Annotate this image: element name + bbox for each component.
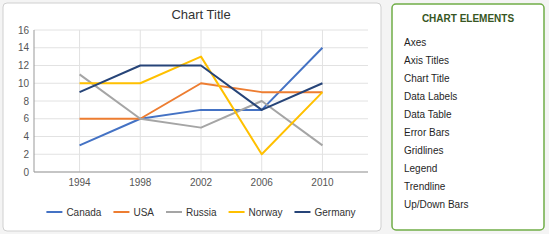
legend-swatch xyxy=(229,211,245,213)
y-grid-line xyxy=(34,172,368,173)
panel-item: Gridlines xyxy=(404,145,443,156)
chart-card xyxy=(3,3,381,231)
panel-item: Axes xyxy=(404,37,426,48)
series-line xyxy=(80,57,323,155)
y-tick-label: 14 xyxy=(18,42,30,53)
y-tick-label: 2 xyxy=(23,149,29,160)
x-grid-line xyxy=(201,30,202,172)
legend-item: Russia xyxy=(166,207,217,218)
panel-item: Trendline xyxy=(404,181,446,192)
series-group xyxy=(80,48,323,155)
panel-item: Error Bars xyxy=(404,127,450,138)
panel-item: Chart Title xyxy=(404,73,450,84)
panel-item: Axis Titles xyxy=(404,55,449,66)
legend: Canada USA Russia Norway Germany xyxy=(46,207,355,218)
y-tick-label: 6 xyxy=(23,113,29,124)
x-grid-line xyxy=(322,30,323,172)
panel-item: Data Labels xyxy=(404,91,457,102)
legend-item: Germany xyxy=(294,207,355,218)
y-axis-line xyxy=(34,30,35,172)
series-line xyxy=(80,66,323,110)
panel-item: Legend xyxy=(404,163,437,174)
legend-label: Germany xyxy=(314,207,355,218)
legend-label: USA xyxy=(133,207,154,218)
legend-label: Russia xyxy=(186,207,217,218)
x-tick-label: 1998 xyxy=(129,177,152,188)
x-grid-line xyxy=(79,30,80,172)
panel-item: Up/Down Bars xyxy=(404,199,468,210)
legend-label: Canada xyxy=(66,207,101,218)
panel-item: Data Table xyxy=(404,109,452,120)
x-tick-label: 2010 xyxy=(311,177,334,188)
x-grid-line xyxy=(140,30,141,172)
x-axis-line xyxy=(34,172,368,173)
x-tick-label: 2006 xyxy=(251,177,274,188)
y-tick-label: 12 xyxy=(18,60,30,71)
y-tick-label: 8 xyxy=(23,96,29,107)
series-line xyxy=(80,74,323,145)
legend-label: Norway xyxy=(249,207,283,218)
legend-swatch xyxy=(113,211,129,213)
y-tick-label: 10 xyxy=(18,78,30,89)
legend-swatch xyxy=(46,211,62,213)
chart-title: Chart Title xyxy=(171,7,230,22)
legend-item: Canada xyxy=(46,207,101,218)
y-tick-label: 4 xyxy=(23,131,29,142)
elements-panel xyxy=(392,4,544,230)
panel-title: CHART ELEMENTS xyxy=(422,13,515,24)
y-tick-label: 16 xyxy=(18,25,30,36)
x-tick-label: 1994 xyxy=(68,177,91,188)
legend-swatch xyxy=(166,211,182,213)
legend-swatch xyxy=(294,211,310,213)
x-tick-label: 2002 xyxy=(190,177,213,188)
chart-root: Chart Title 0 2 4 6 8 10 12 14 16 1994 1998 2002 2006… xyxy=(0,0,549,234)
grid xyxy=(34,30,368,172)
legend-item: USA xyxy=(113,207,154,218)
legend-item: Norway xyxy=(229,207,283,218)
y-tick-label: 0 xyxy=(23,167,29,178)
